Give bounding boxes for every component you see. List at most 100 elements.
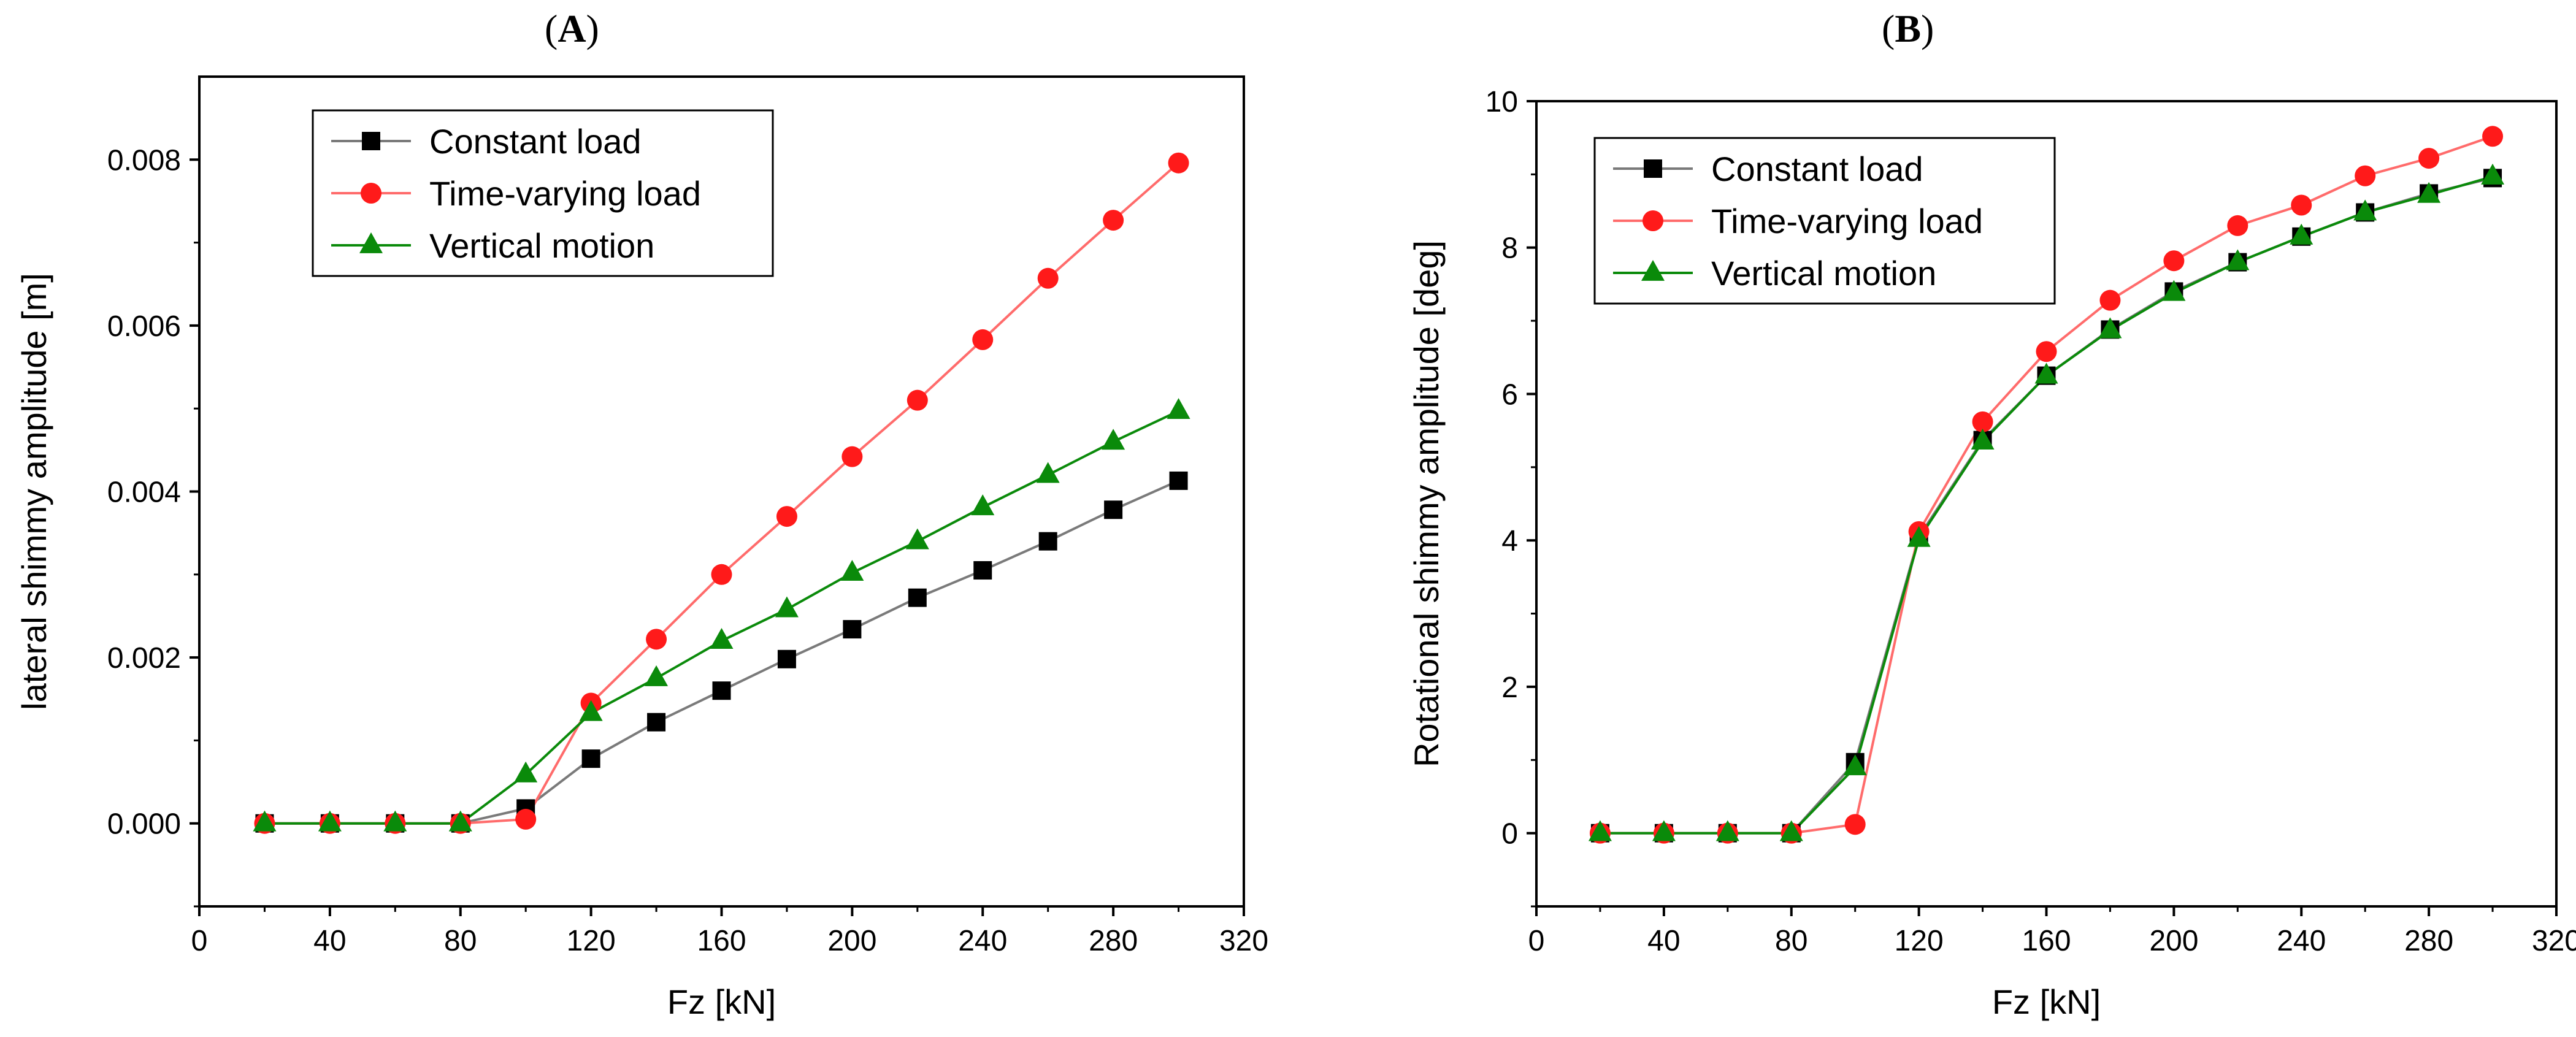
x-tick-label: 200 xyxy=(827,925,876,957)
data-point-circle xyxy=(1844,814,1866,835)
y-tick-label: 2 xyxy=(1501,672,1518,704)
legend-marker-triangle xyxy=(1641,259,1665,281)
data-point-circle xyxy=(711,564,732,585)
y-axis-label: Rotational shimmy amplitude [deg] xyxy=(1407,240,1446,767)
data-point-circle xyxy=(2418,148,2440,169)
data-point-circle xyxy=(2163,250,2185,272)
data-point-circle xyxy=(2099,289,2121,311)
panel-a-label: A xyxy=(558,7,586,50)
data-point-triangle xyxy=(2162,280,2186,301)
legend-marker-circle xyxy=(1643,210,1663,231)
data-point-triangle xyxy=(1971,428,1995,450)
legend-label: Constant load xyxy=(429,122,642,161)
data-point-triangle xyxy=(318,810,342,832)
data-point-square xyxy=(712,681,731,700)
data-point-circle xyxy=(2036,341,2057,362)
x-tick-label: 160 xyxy=(2022,925,2071,957)
data-point-triangle xyxy=(1652,820,1676,841)
legend-marker-circle xyxy=(361,183,381,204)
data-point-square xyxy=(777,649,796,668)
y-tick-label: 8 xyxy=(1501,232,1518,265)
panel-b-title: (B) xyxy=(1882,7,1934,50)
y-tick-label: 4 xyxy=(1501,525,1518,557)
legend-marker-square xyxy=(1644,159,1662,178)
y-tick-label: 0.002 xyxy=(107,642,181,675)
x-tick-label: 320 xyxy=(1219,925,1268,957)
legend-label: Time-varying load xyxy=(429,174,701,213)
data-point-triangle xyxy=(2098,317,2122,339)
data-point-square xyxy=(973,561,992,580)
data-point-square xyxy=(908,588,927,607)
data-point-triangle xyxy=(775,596,799,618)
x-tick-label: 40 xyxy=(1647,925,1680,957)
data-point-square xyxy=(1169,471,1188,490)
data-point-square xyxy=(647,713,666,732)
y-tick-label: 0.004 xyxy=(107,476,181,509)
data-point-circle xyxy=(907,389,928,411)
data-point-triangle xyxy=(2226,249,2250,270)
x-tick-label: 240 xyxy=(958,925,1007,957)
data-point-circle xyxy=(515,808,537,830)
legend-label: Constant load xyxy=(1711,150,1923,188)
data-point-circle xyxy=(2227,215,2248,236)
legend-label: Time-varying load xyxy=(1711,202,1983,240)
data-point-triangle xyxy=(2290,223,2313,245)
data-point-triangle xyxy=(383,810,407,832)
x-tick-label: 120 xyxy=(567,925,616,957)
data-point-circle xyxy=(1168,152,1189,174)
data-point-circle xyxy=(776,506,797,527)
y-tick-label: 0.000 xyxy=(107,808,181,841)
data-point-circle xyxy=(2355,165,2376,186)
y-tick-label: 0 xyxy=(1501,818,1518,851)
series-line-triangle xyxy=(264,410,1179,825)
x-tick-label: 280 xyxy=(1089,925,1138,957)
data-point-triangle xyxy=(1779,820,1803,841)
data-point-triangle xyxy=(905,528,929,549)
data-point-triangle xyxy=(1588,820,1612,841)
x-tick-label: 0 xyxy=(1528,925,1545,957)
chart-b-group: 0 40 80 120 160 200 240 280 320 0 2 4 6 8 10 Fz [kN] Rot… xyxy=(1407,86,2576,1021)
data-point-triangle xyxy=(2481,163,2505,185)
panel-a-title: (A) xyxy=(545,7,599,50)
data-point-triangle xyxy=(2353,199,2377,221)
y-tick-label: 10 xyxy=(1485,86,1518,118)
y-axis-label: lateral shimmy amplitude [m] xyxy=(15,273,53,710)
data-point-circle xyxy=(1037,267,1059,289)
x-tick-label: 160 xyxy=(697,925,746,957)
data-point-triangle xyxy=(1715,820,1739,841)
y-tick-label: 0.006 xyxy=(107,310,181,343)
x-tick-label: 280 xyxy=(2404,925,2453,957)
data-point-square xyxy=(1038,532,1057,551)
data-point-triangle xyxy=(1167,398,1190,419)
data-point-square xyxy=(1104,500,1123,519)
legend-marker-square xyxy=(362,132,380,150)
data-point-circle xyxy=(972,329,994,350)
data-point-triangle xyxy=(840,560,864,581)
data-point-triangle xyxy=(2034,362,2058,384)
data-point-triangle xyxy=(1102,429,1125,450)
data-point-circle xyxy=(646,629,667,650)
x-tick-label: 0 xyxy=(191,925,208,957)
data-point-circle xyxy=(2482,126,2504,147)
x-tick-label: 80 xyxy=(444,925,477,957)
data-point-triangle xyxy=(514,761,538,783)
y-tick-label: 6 xyxy=(1501,378,1518,411)
data-point-triangle xyxy=(1843,754,1867,776)
data-point-triangle xyxy=(1036,462,1060,483)
x-tick-label: 80 xyxy=(1775,925,1807,957)
x-tick-label: 200 xyxy=(2149,925,2198,957)
chart-a-group: 0 40 80 120 160 200 240 280 320 0.000 0.002 0.004 0.… xyxy=(15,75,1268,1021)
panel-b-label: B xyxy=(1895,7,1921,50)
data-point-circle xyxy=(1972,411,1993,432)
y-tick-label: 0.008 xyxy=(107,144,181,177)
data-point-triangle xyxy=(971,494,995,516)
x-tick-label: 240 xyxy=(2277,925,2326,957)
data-point-triangle xyxy=(448,810,472,832)
data-point-circle xyxy=(1103,210,1124,231)
x-tick-label: 40 xyxy=(313,925,346,957)
x-axis-label: Fz [kN] xyxy=(667,982,776,1021)
legend-label: Vertical motion xyxy=(1711,254,1936,293)
data-point-triangle xyxy=(1907,526,1931,547)
